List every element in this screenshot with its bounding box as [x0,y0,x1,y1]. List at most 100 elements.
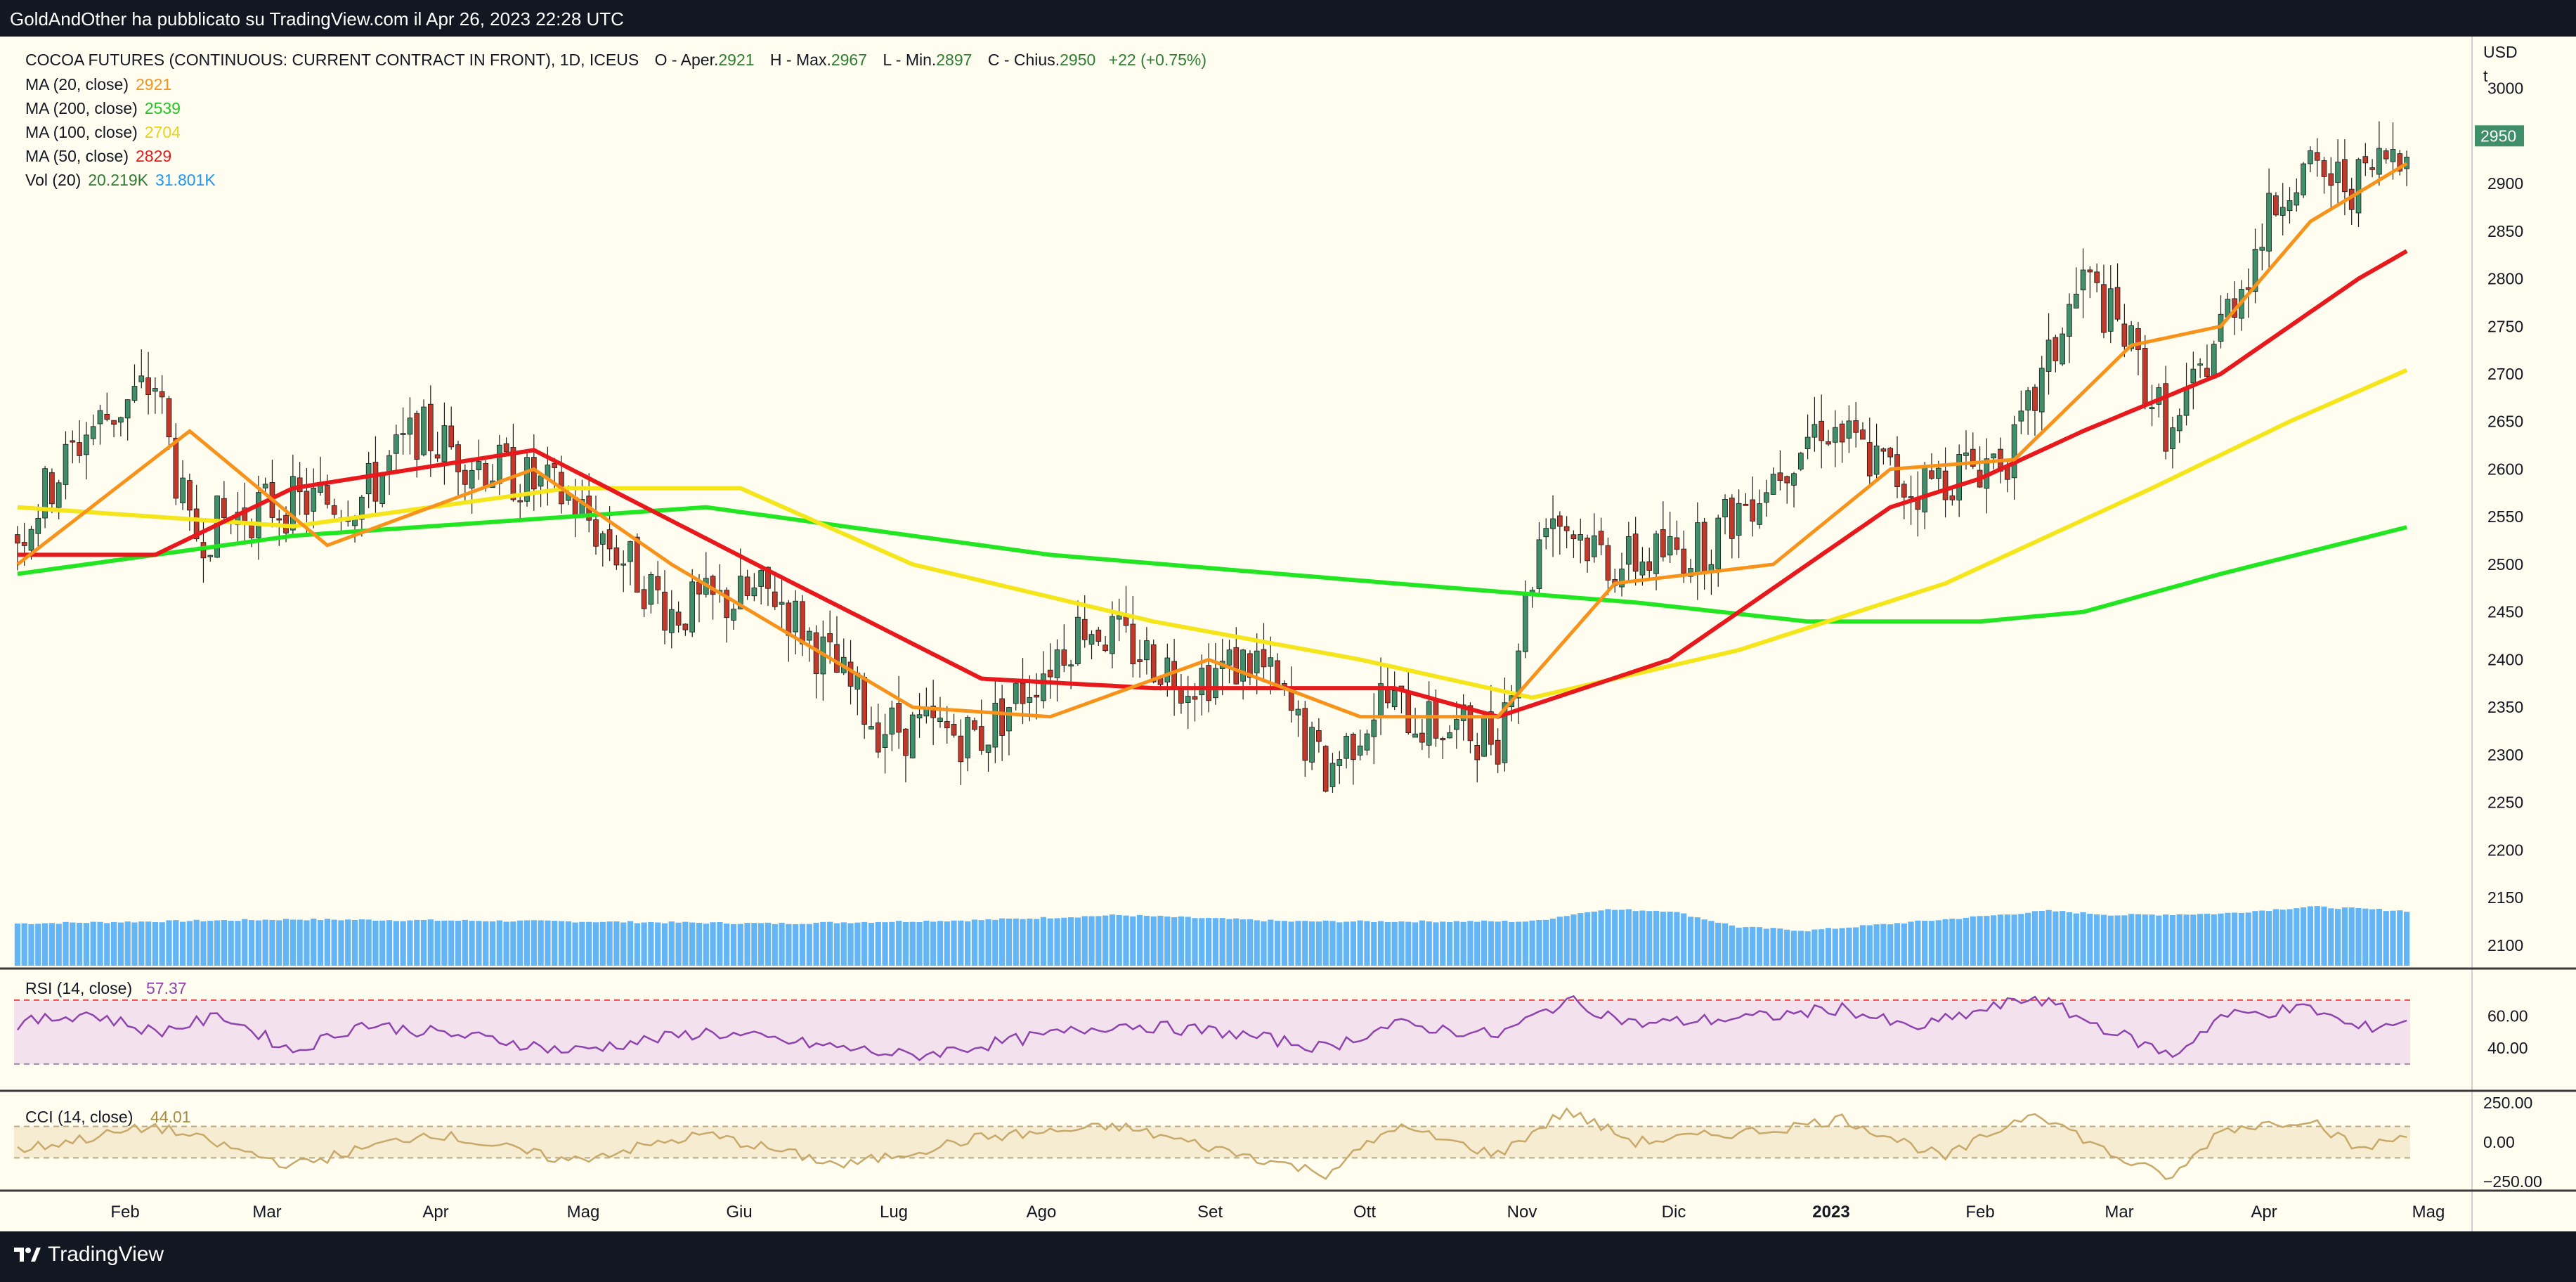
candle-down [193,508,200,540]
volume-bar [1240,919,1247,966]
candle-up [1722,499,1728,517]
candle-up [2149,407,2155,410]
rsi-label: RSI (14, close) [25,979,132,997]
volume-bar [793,924,799,966]
candle-down [1598,531,1604,545]
volume-bar [2314,906,2320,966]
legend-ma200[interactable]: MA (200, close) 2539 [25,99,181,117]
candle-up [668,609,675,633]
volume-bar [1446,921,1453,966]
volume-bar [462,919,468,966]
candle-down [1880,448,1887,452]
candle-down [2362,156,2369,164]
candle-up [1295,708,1301,716]
candle-up [524,457,530,502]
volume-bar [358,919,365,966]
legend-ma100[interactable]: MA (100, close) 2704 [25,123,181,141]
volume-bar [214,920,221,966]
candle-down [2383,150,2389,160]
candle-up [1309,727,1315,763]
volume-bar [1061,917,1067,966]
candle-down [2114,287,2121,320]
volume-bar [1440,921,1446,966]
volume-bar [304,920,310,966]
volume-bar [592,922,599,966]
candle-up [2107,288,2114,332]
candle-up [1832,427,1838,443]
volume-bar [152,921,158,966]
volume-bar [1536,920,1542,966]
volume-bar [634,923,640,966]
candle-down [2328,173,2334,186]
volume-bar [2397,910,2403,966]
legend-ma50[interactable]: MA (50, close) 2829 [25,147,172,165]
volume-bar [2053,911,2059,966]
volume-bar [868,922,875,966]
candle-down [682,623,689,630]
candle-up [2156,387,2162,405]
last-price-tag [2475,125,2524,147]
volume-bar [2087,914,2093,966]
candle-up [2170,427,2175,450]
volume-bar [2038,911,2045,966]
volume-bar [1928,921,1935,966]
volume-bar [1192,918,1198,966]
volume-bar [2252,911,2258,966]
volume-bar [930,921,937,966]
volume-bar [827,921,833,966]
volume-bar [1984,916,1990,966]
candle-up [2279,207,2286,216]
candle-down [1729,498,1735,539]
candle-down [517,500,523,503]
legend-ma20[interactable]: MA (20, close) 2921 [25,75,172,93]
candle-down [1777,472,1783,481]
volume-bar [992,919,998,966]
volume-bar [1364,921,1370,966]
volume-bar [1866,925,1873,966]
tradingview-logo-icon [14,1248,41,1262]
y-tick-label: 2250 [2487,794,2523,812]
volume-bar [1453,921,1459,966]
volume-bar [2163,914,2169,966]
volume-bar [145,921,152,966]
volume-bar [779,922,785,966]
legend-volume[interactable]: Vol (20) 20.219K 31.801K [25,171,216,189]
candle-down [786,602,792,636]
candle-down [1316,730,1322,742]
chart-svg[interactable]: 2100 2150 2200 2250 2300 2350 2400 2450 2500 2550… [0,37,2576,1231]
chart-area[interactable]: 2100 2150 2200 2250 2300 2350 2400 2450 2500 2550… [0,37,2576,1231]
volume-bar [1419,920,1425,966]
candle-down [593,519,599,547]
volume-bar [1095,916,1102,966]
volume-bar [1315,921,1322,966]
candle-down [2245,287,2251,290]
volume-bar [599,921,606,966]
volume-bar [1777,928,1783,966]
volume-bar [586,921,592,966]
volume-bar [420,919,427,966]
volume-bar [1529,920,1535,966]
volume-bar [2294,908,2300,966]
candle-up [1804,436,1811,449]
volume-bar [1756,927,1763,966]
candle-up [63,443,69,485]
volume-bar [765,922,772,966]
last-price-label: 2950 [2480,127,2516,145]
volume-bar [1433,922,1439,966]
candle-up [1736,503,1742,536]
volume-bar [627,921,634,966]
volume-bar [448,920,455,966]
volume-bar [2238,912,2245,966]
volume-bar [372,920,379,966]
rsi-tick-label: 40.00 [2487,1039,2528,1057]
candle-up [131,386,138,401]
candle-up [1797,453,1804,470]
volume-bar [937,921,944,966]
candle-up [1619,569,1625,588]
candle-up [1956,454,1963,500]
candle-down [111,420,117,425]
candle-down [2135,328,2141,350]
x-tick-label: Apr [422,1203,448,1222]
volume-bar [1020,919,1026,966]
tradingview-brand[interactable]: TradingView [13,1243,164,1267]
